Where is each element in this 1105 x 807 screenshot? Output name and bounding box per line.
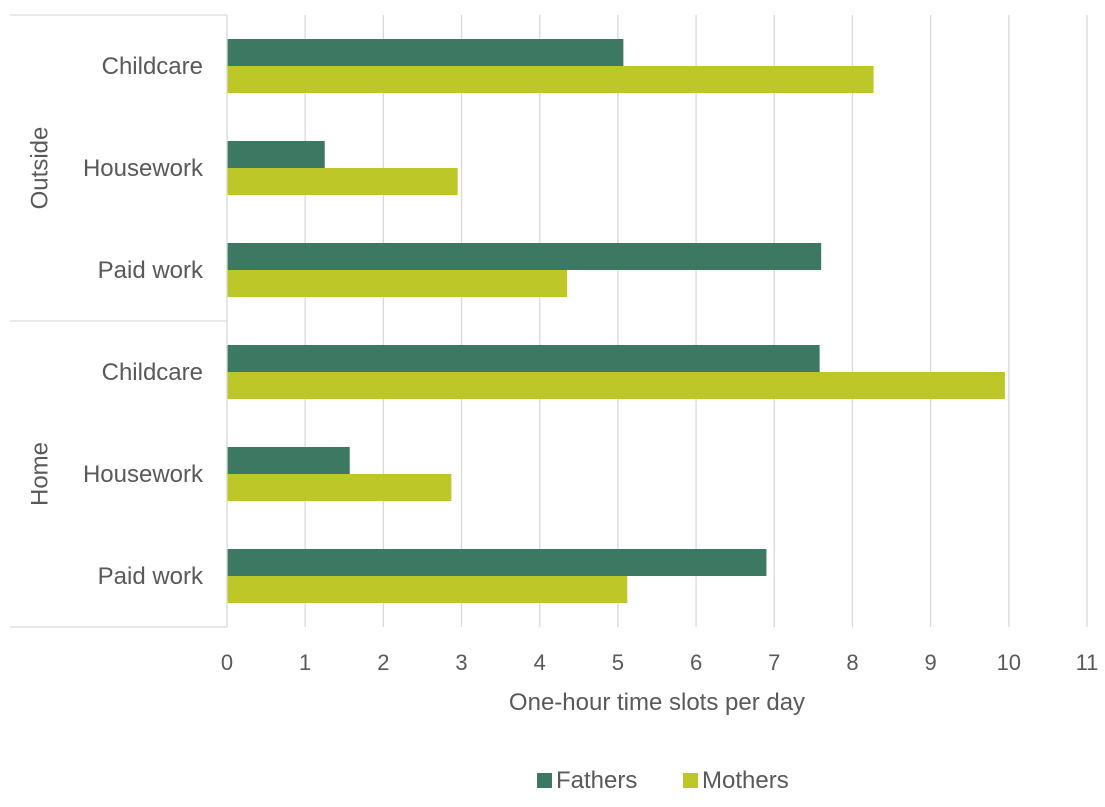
category-label-housework: Housework (83, 155, 204, 182)
x-tick-label-3: 3 (455, 650, 467, 675)
x-tick-label-10: 10 (997, 650, 1021, 675)
x-tick-label-4: 4 (534, 650, 546, 675)
group-label-home: Home (27, 442, 54, 506)
bar-fathers-1 (227, 141, 325, 168)
group-label-outside: Outside (27, 127, 54, 210)
category-label-housework: Housework (83, 461, 204, 488)
x-tick-label-11: 11 (1076, 650, 1099, 675)
bar-mothers-3 (227, 372, 1005, 399)
legend-swatch-fathers (537, 773, 552, 788)
x-tick-label-5: 5 (612, 650, 624, 675)
bar-fathers-5 (227, 549, 767, 576)
legend-swatch-mothers (683, 773, 698, 788)
x-tick-label-7: 7 (768, 650, 780, 675)
bar-fathers-3 (227, 345, 820, 372)
x-tick-label-8: 8 (846, 650, 858, 675)
bar-mothers-1 (227, 168, 458, 195)
bar-fathers-2 (227, 243, 822, 270)
bar-mothers-4 (227, 474, 452, 501)
legend-label-fathers: Fathers (556, 767, 637, 794)
category-label-childcare: Childcare (102, 359, 203, 386)
bars (227, 39, 1005, 603)
bar-fathers-4 (227, 447, 350, 474)
legend: Fathers Mothers (537, 767, 789, 794)
x-tick-label-6: 6 (690, 650, 702, 675)
gridlines (304, 15, 1088, 627)
labels: One-hour time slots per day 0 1 2 3 4 5 6 7 8 9 10… (27, 53, 1099, 716)
x-tick-label-2: 2 (377, 650, 389, 675)
x-tick-label-1: 1 (299, 650, 311, 675)
bar-fathers-0 (227, 39, 624, 66)
category-label-paid-work: Paid work (98, 563, 204, 590)
bar-mothers-2 (227, 270, 568, 297)
bar-mothers-0 (227, 66, 874, 93)
x-tick-label-9: 9 (925, 650, 937, 675)
axes (10, 14, 228, 628)
x-axis-title: One-hour time slots per day (509, 689, 805, 716)
category-label-paid-work: Paid work (98, 257, 204, 284)
category-label-childcare: Childcare (102, 53, 203, 80)
legend-label-mothers: Mothers (702, 767, 789, 794)
bar-mothers-5 (227, 576, 628, 603)
x-tick-label-0: 0 (221, 650, 233, 675)
